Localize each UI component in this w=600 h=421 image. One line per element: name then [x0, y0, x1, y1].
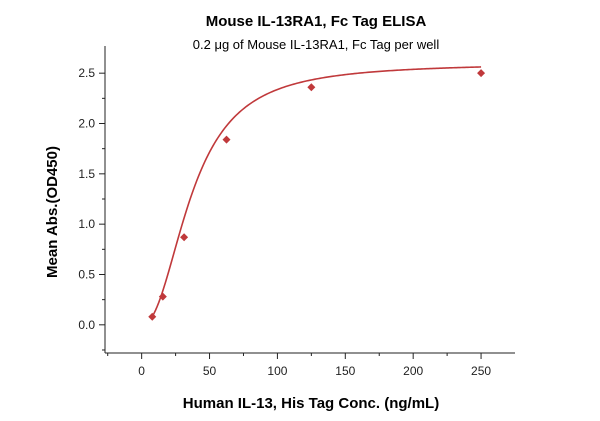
y-tick-label: 1.5 [78, 167, 95, 181]
x-axis-title: Human IL-13, His Tag Conc. (ng/mL) [183, 395, 439, 412]
chart-title: Mouse IL-13RA1, Fc Tag ELISA [206, 13, 427, 30]
x-tick-label: 0 [138, 364, 145, 378]
x-axis-ticks: 0 50 100 150 200 250 [107, 353, 491, 378]
data-points [148, 69, 486, 321]
x-tick-label: 150 [335, 364, 355, 378]
data-point [158, 292, 167, 301]
chart-subtitle: 0.2 μg of Mouse IL-13RA1, Fc Tag per wel… [193, 37, 440, 52]
data-point [180, 233, 189, 242]
y-tick-label: 2.0 [78, 117, 95, 131]
axes [104, 46, 515, 354]
data-point [307, 83, 316, 92]
y-tick-label: 0.5 [78, 267, 95, 281]
y-tick-label: 0.0 [78, 318, 95, 332]
x-tick-label: 100 [267, 364, 287, 378]
data-point [148, 312, 157, 321]
y-axis-ticks: 0.0 0.5 1.0 1.5 2.0 2.5 [78, 66, 105, 351]
fit-curve-group [151, 66, 482, 317]
y-tick-label: 1.0 [78, 217, 95, 231]
data-point [222, 135, 231, 144]
y-axis-title: Mean Abs.(OD450) [44, 146, 61, 278]
data-point [477, 69, 486, 78]
y-tick-label: 2.5 [78, 66, 95, 80]
x-tick-label: 250 [471, 364, 491, 378]
x-tick-label: 50 [203, 364, 217, 378]
x-tick-label: 200 [403, 364, 423, 378]
fit-curve [151, 66, 482, 317]
